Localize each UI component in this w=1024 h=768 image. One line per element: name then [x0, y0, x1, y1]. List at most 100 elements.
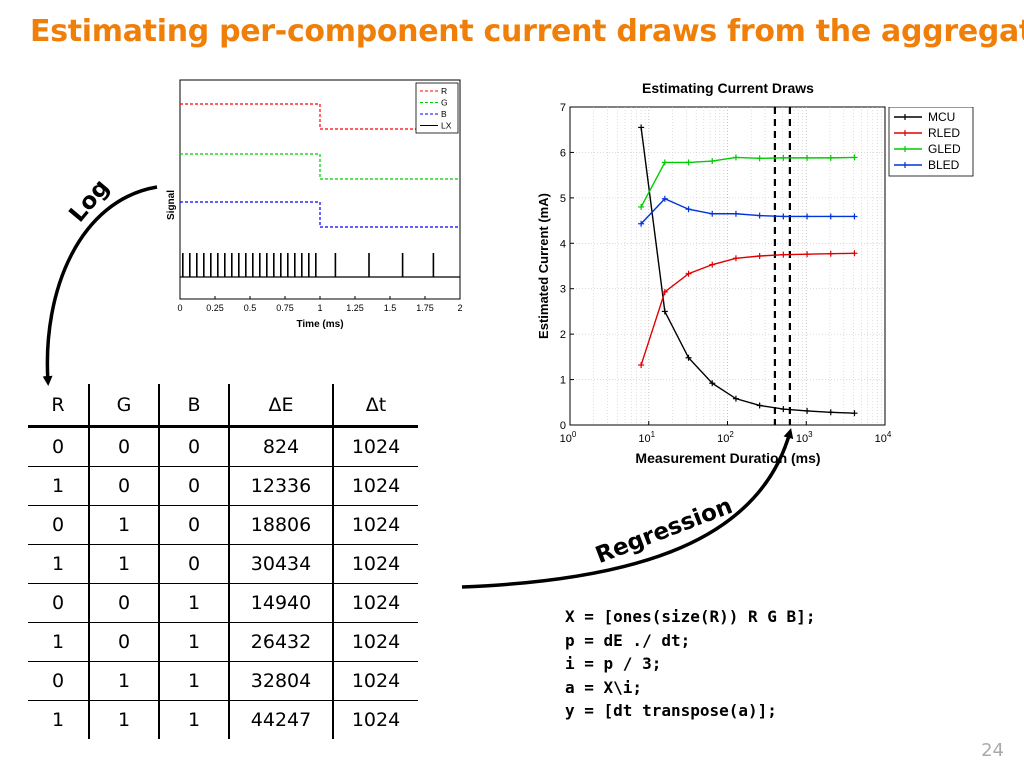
current-legend-item: RLED: [894, 126, 960, 140]
current-data-point: [685, 206, 692, 213]
current-data-point: [851, 213, 858, 220]
signal-legend-label: R: [441, 86, 447, 96]
current-legend-label: MCU: [928, 110, 955, 124]
current-legend-label: BLED: [928, 158, 960, 172]
matlab-code-block: X = [ones(size(R)) R G B]; p = dE ./ dt; i…: [565, 605, 815, 723]
slide-title: Estimating per-component current draws f…: [30, 14, 1024, 49]
table-cell: 0: [88, 583, 159, 623]
table-cell: 1: [51, 553, 65, 575]
signal-legend-label: LX: [441, 121, 452, 131]
signal-x-tick-label: 0: [177, 303, 182, 313]
current-data-point: [732, 210, 739, 217]
table-header-cell: ΔE: [228, 384, 333, 427]
current-x-tick-exponent: 4: [887, 430, 892, 439]
signal-x-tick-label: 0.5: [244, 303, 257, 313]
signal-series-g: [180, 153, 460, 180]
table-row: 0 1 0 18806 1024: [28, 505, 418, 545]
current-chart-title: Estimating Current Draws: [642, 80, 814, 96]
current-data-point: [827, 213, 834, 220]
signal-legend: RGB LX: [415, 82, 459, 134]
current-series-rled: [640, 252, 855, 366]
current-data-point: [804, 251, 811, 258]
current-y-tick-label: 1: [560, 375, 566, 387]
current-y-tick-label: 3: [560, 284, 566, 296]
table-cell: 0: [51, 592, 65, 614]
signal-x-tick-label: 1.75: [416, 303, 434, 313]
current-data-point: [685, 354, 692, 361]
current-y-label: Estimated Current (mA): [536, 193, 551, 339]
table-cell: 1: [88, 505, 159, 545]
table-cell: 1: [158, 622, 229, 662]
code-line: X = [ones(size(R)) R G B];: [565, 607, 816, 626]
current-data-point: [804, 154, 811, 161]
signal-x-tick-label: 1.5: [384, 303, 397, 313]
measurement-table: R G B ΔE Δt 0 0 0 824 1024 1 0 0 12336 1024 0 1 0 18806 10…: [28, 384, 418, 739]
current-x-tick-exponent: 1: [651, 430, 656, 439]
signal-x-tick-label: 1.25: [346, 303, 364, 313]
current-data-point: [804, 407, 811, 414]
table-header-cell: B: [158, 384, 229, 427]
code-line: i = p / 3;: [565, 654, 662, 673]
current-legend-item: BLED: [894, 158, 960, 172]
current-data-point: [638, 220, 645, 227]
current-data-point: [851, 250, 858, 257]
table-cell: 1024: [332, 544, 418, 584]
table-row: 0 0 0 824 1024: [28, 426, 418, 467]
current-data-point: [732, 154, 739, 161]
current-y-tick-label: 4: [560, 238, 566, 250]
signal-series-b: [180, 201, 460, 228]
table-row: 1 1 1 44247 1024: [28, 700, 418, 739]
log-arrow: [42, 185, 158, 386]
table-cell: 1: [88, 544, 159, 584]
table-row: 1 0 1 26432 1024: [28, 622, 418, 662]
table-cell: 32804: [228, 661, 333, 701]
table-header-cell: R: [51, 393, 65, 416]
current-data-point: [756, 402, 763, 409]
current-legend-item: GLED: [894, 142, 961, 156]
table-row: 1 0 0 12336 1024: [28, 466, 418, 506]
table-cell: 0: [158, 505, 229, 545]
code-line: a = X\i;: [565, 677, 643, 697]
table-cell: 1024: [332, 426, 418, 467]
table-cell: 0: [158, 544, 229, 584]
current-data-point: [661, 288, 668, 295]
current-data-point: [756, 253, 763, 260]
signal-x-tick-label: 0.75: [276, 303, 294, 313]
table-cell: 1: [51, 709, 65, 731]
table-cell: 30434: [228, 544, 333, 584]
table-row: 0 0 1 14940 1024: [28, 583, 418, 623]
current-data-point: [638, 362, 645, 369]
current-data-point: [851, 410, 858, 417]
table-cell: 824: [228, 426, 333, 467]
signal-chart: 0 0.25 0.5 0.75 1 1.25 1.5 1.75 2 Signal Time (m…: [166, 79, 463, 330]
table-cell: 1: [88, 661, 159, 701]
current-data-point: [780, 406, 787, 413]
current-x-tick-exponent: 3: [808, 430, 813, 439]
table-cell: 1024: [332, 466, 418, 506]
current-series-gled: [640, 156, 855, 208]
current-data-point: [709, 158, 716, 165]
signal-legend-label: B: [441, 109, 447, 119]
table-cell: 1024: [332, 505, 418, 545]
current-legend-label: GLED: [928, 142, 961, 156]
table-cell: 0: [51, 436, 65, 458]
current-y-tick-label: 6: [560, 147, 566, 159]
table-cell: 0: [51, 670, 65, 692]
current-data-point: [827, 250, 834, 257]
current-series-mcu: [640, 127, 855, 414]
table-cell: 0: [158, 426, 229, 467]
table-cell: 1: [158, 661, 229, 701]
table-cell: 1024: [332, 622, 418, 662]
signal-y-label: Signal: [166, 190, 177, 220]
current-data-point: [709, 380, 716, 387]
code-line: p = dE ./ dt;: [565, 630, 691, 650]
current-data-point: [756, 212, 763, 219]
table-cell: 1: [88, 700, 159, 739]
current-data-point: [780, 154, 787, 161]
page-number: 24: [981, 740, 1004, 761]
current-data-point: [732, 395, 739, 402]
current-data-point: [685, 159, 692, 166]
current-legend-item: MCU: [894, 110, 955, 124]
current-data-point: [756, 155, 763, 162]
